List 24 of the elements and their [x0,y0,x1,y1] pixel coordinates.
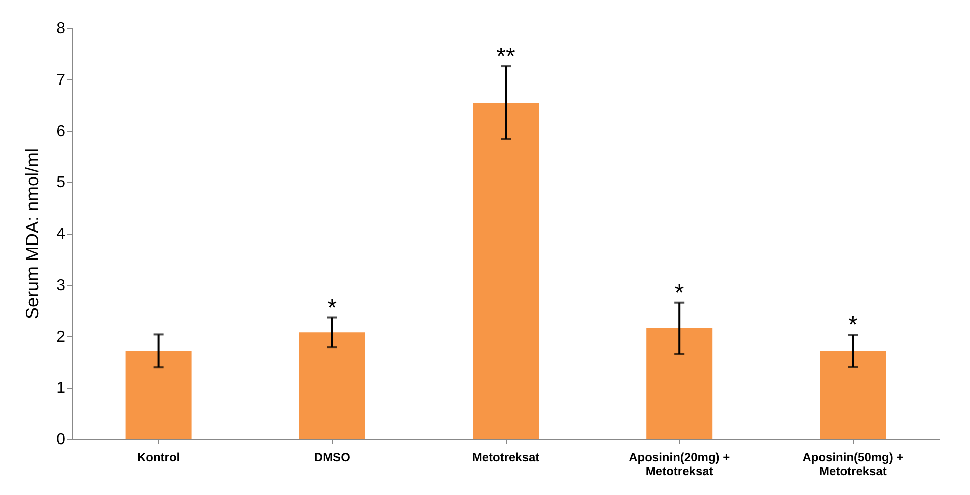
y-tick-label: 3 [56,277,66,294]
y-tick-label: 4 [56,226,66,243]
y-tick-label: 6 [56,123,66,140]
x-tick-label: Kontrol [137,450,180,464]
annotation: * [328,294,338,322]
y-tick-label: 1 [56,380,66,398]
y-tick-label: 8 [56,20,66,38]
y-tick-label: 2 [56,328,66,346]
annotation: * [674,280,684,307]
bar [646,328,713,439]
annotation: * [848,312,858,340]
x-tick-label: Aposinin(20mg) + Metotreksat [629,450,730,478]
x-tick-label: Aposinin(50mg) + Metotreksat [802,450,904,478]
annotation: ** [496,44,516,71]
bar [473,103,539,439]
bar [299,332,366,439]
x-tick-label: Metotreksat [472,450,540,464]
y-tick-label: 0 [56,432,66,448]
y-tick-label: 5 [56,174,66,192]
y-tick-label: 7 [56,72,66,89]
bar [820,351,886,439]
x-tick-label: DMSO [314,450,350,464]
y-axis-title: Serum MDA: nmol/ml [22,148,43,320]
bar [126,351,192,439]
